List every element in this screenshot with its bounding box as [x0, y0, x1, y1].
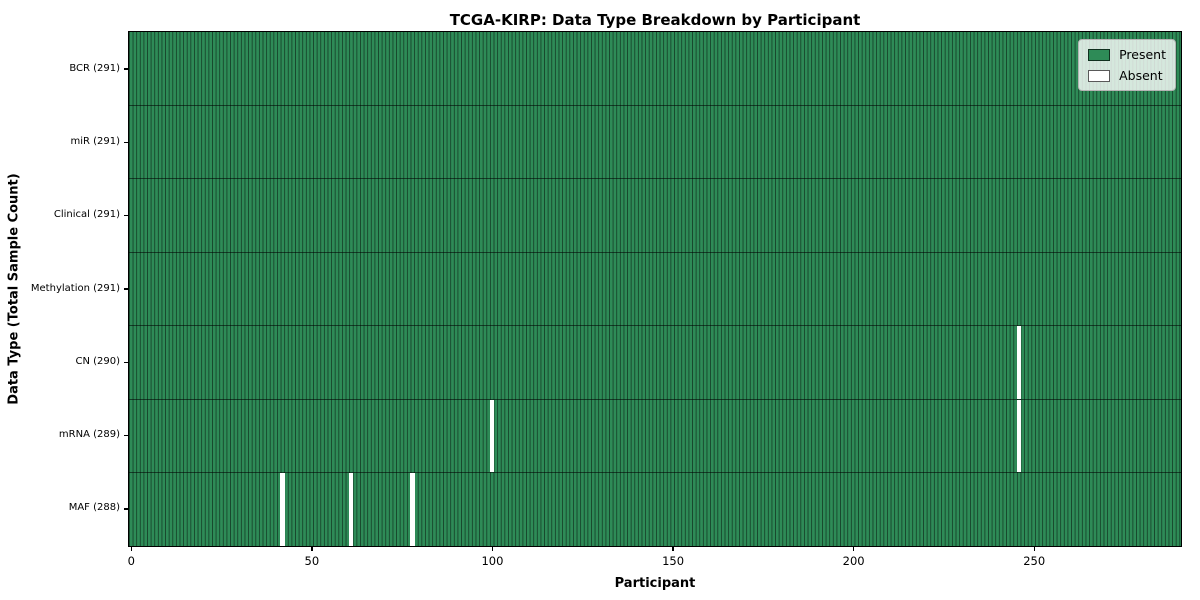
- x-tick-label: 150: [662, 554, 685, 568]
- plot-area: Present Absent: [128, 31, 1182, 547]
- y-tick-mark: [124, 361, 128, 363]
- x-axis-label: Participant: [614, 576, 696, 591]
- y-tick-label-maf: MAF (288): [68, 502, 120, 514]
- x-tick-mark: [311, 547, 313, 551]
- absent-cell: [280, 473, 285, 547]
- y-tick-label-mir: miR (291): [70, 135, 120, 147]
- x-tick-label: 50: [304, 554, 320, 568]
- chart-title: TCGA-KIRP: Data Type Breakdown by Partic…: [449, 11, 861, 29]
- heatmap-row-maf: [129, 473, 1181, 547]
- heatmap-row-methylation: [129, 252, 1181, 327]
- legend-label: Present: [1119, 47, 1166, 62]
- y-tick-mark: [124, 68, 128, 70]
- legend-label: Absent: [1119, 68, 1163, 83]
- y-tick-mark: [124, 508, 128, 510]
- x-tick-label: 100: [481, 554, 504, 568]
- y-tick-label-cn: CN (290): [75, 355, 120, 367]
- absent-cell: [410, 473, 415, 547]
- legend-entry-absent: Absent: [1088, 68, 1166, 83]
- heatmap-row-cn: [129, 326, 1181, 400]
- y-tick-mark: [124, 288, 128, 290]
- heatmap-row-mir: [129, 105, 1181, 180]
- x-tick-mark: [852, 547, 855, 551]
- x-tick-mark: [130, 547, 132, 551]
- legend-swatch-absent: [1088, 69, 1111, 82]
- x-tick-label: 200: [842, 554, 865, 568]
- x-tick-mark: [491, 547, 494, 551]
- y-tick-label-methylation: Methylation (291): [30, 282, 120, 294]
- x-tick-label: 0: [127, 554, 135, 568]
- heatmap-row-mrna: [129, 399, 1181, 474]
- heatmap-rows: [129, 32, 1181, 547]
- legend-swatch-present: [1088, 48, 1111, 61]
- legend: Present Absent: [1078, 39, 1176, 91]
- heatmap-row-bcr: [129, 32, 1181, 106]
- heatmap-row-clinical: [129, 179, 1181, 253]
- y-tick-label-mrna: mRNA (289): [58, 429, 120, 441]
- y-tick-label-clinical: Clinical (291): [53, 209, 120, 221]
- x-tick-label: 250: [1023, 554, 1046, 568]
- y-tick-label-bcr: BCR (291): [69, 62, 120, 74]
- y-tick-mark: [124, 434, 128, 437]
- x-tick-mark: [1033, 547, 1035, 551]
- y-tick-mark: [124, 215, 128, 217]
- x-tick-mark: [672, 547, 674, 551]
- y-tick-mark: [124, 141, 128, 144]
- absent-cell: [489, 399, 495, 473]
- absent-cell: [348, 473, 354, 547]
- absent-cell: [1017, 399, 1022, 473]
- legend-entry-present: Present: [1088, 47, 1166, 62]
- absent-cell: [1017, 326, 1022, 399]
